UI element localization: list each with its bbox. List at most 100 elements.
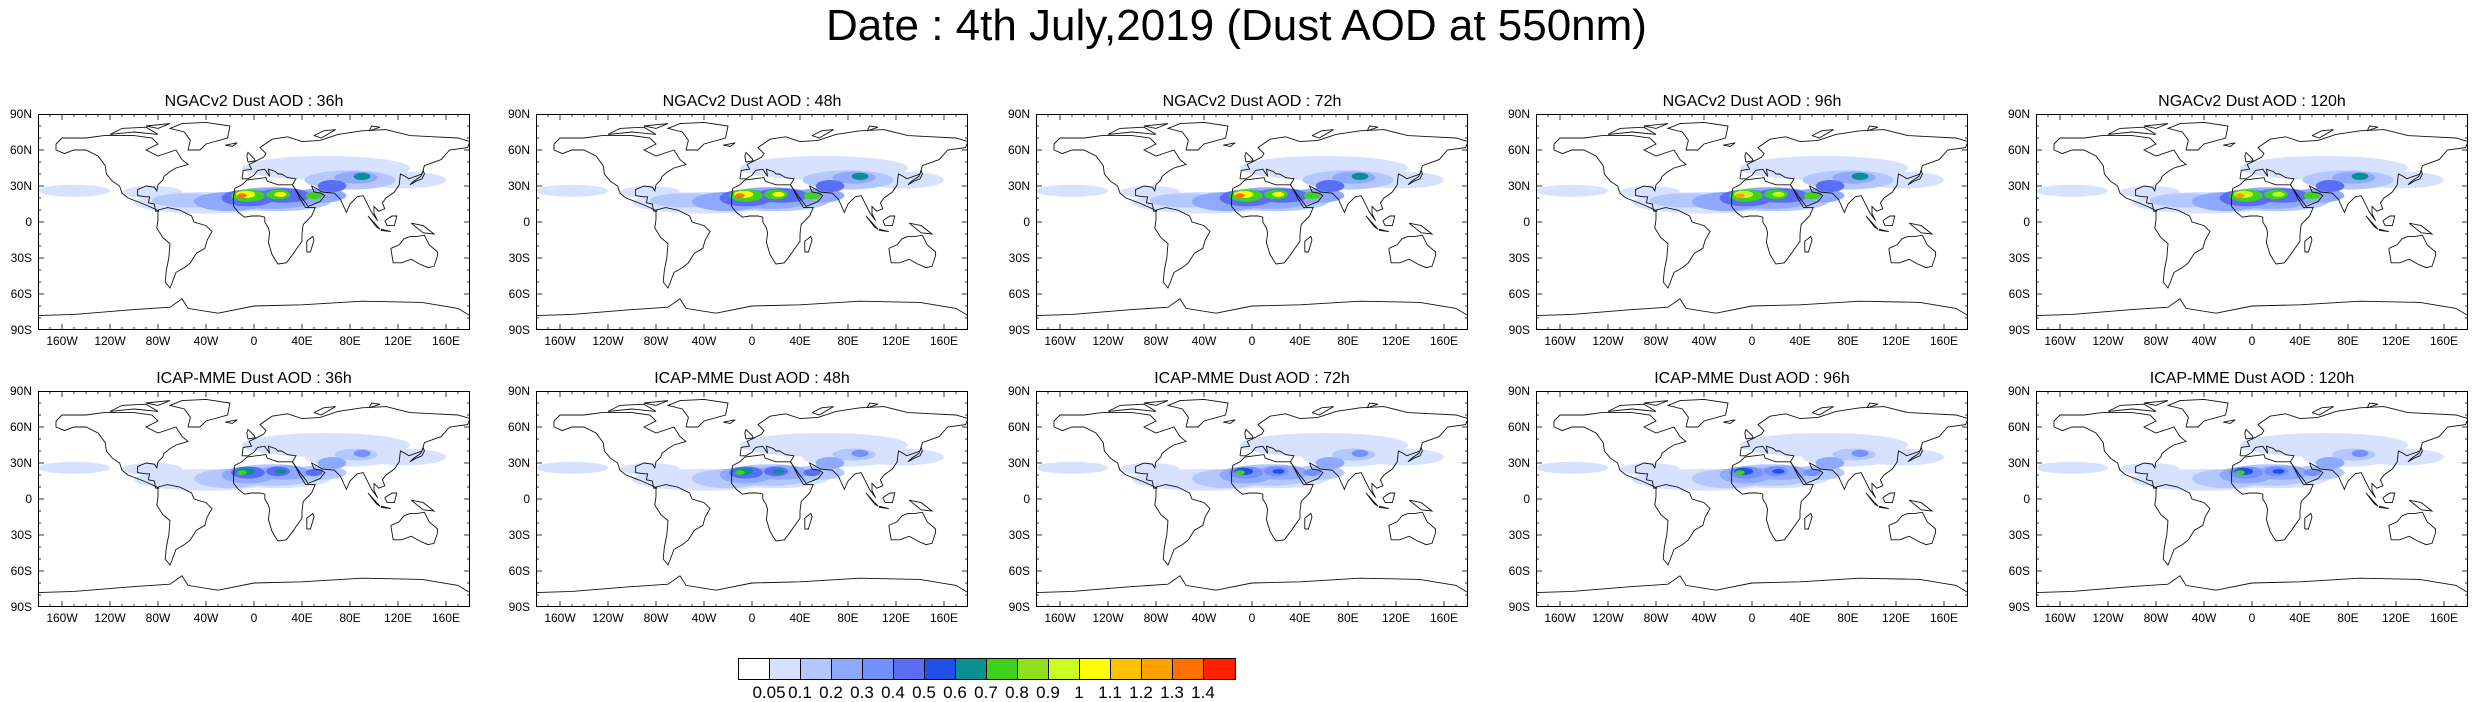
lon-tick-label: 0	[250, 334, 258, 348]
coastline	[2143, 123, 2169, 129]
lon-tick-label: 160W	[2044, 334, 2076, 348]
coastline	[1882, 215, 1896, 227]
aod-colorbar: 0.05 0.1 0.2 0.3 0.4 0.5 0.6 0.7 0.8 0.9 1 1.1 1.2 1.…	[738, 658, 1236, 702]
world-map-plot	[38, 114, 470, 330]
colorbar-label: 1	[1074, 683, 1084, 702]
world-map-plot	[2036, 114, 2468, 330]
coastline	[1408, 222, 1434, 235]
lat-tick-label: 60S	[2008, 287, 2030, 301]
coastline	[2166, 121, 2229, 151]
coastline	[2223, 419, 2236, 424]
map-ticks	[1036, 391, 1468, 607]
dust-contour	[1815, 180, 1845, 192]
lat-tick-label: 0	[2023, 215, 2030, 229]
lon-tick-label: 40E	[789, 611, 811, 625]
lon-tick-label: 80E	[339, 334, 361, 348]
coastline	[1304, 512, 1313, 530]
lat-tick-label: 60S	[508, 287, 530, 301]
panel-title: ICAP-MME Dust AOD : 36h	[156, 370, 352, 387]
dust-contour	[2235, 470, 2245, 475]
coastline	[1223, 419, 1236, 424]
dust-aod-field	[536, 156, 944, 214]
lat-tick-label: 30N	[2007, 456, 2030, 470]
dust-contour	[2272, 469, 2285, 474]
map-area	[536, 391, 968, 607]
dust-contour	[1272, 469, 1285, 474]
coastline	[1744, 428, 1754, 440]
dust-contour	[735, 470, 745, 475]
colorbar-label: 1.4	[1191, 683, 1215, 702]
coastline	[666, 121, 729, 151]
coastline	[1654, 484, 1711, 566]
lat-tick-label: 90N	[1007, 384, 1030, 398]
lon-tick-label: 80W	[1643, 334, 1669, 348]
coastline	[1666, 398, 1729, 428]
coastline	[1811, 129, 1834, 139]
lon-tick-label: 120E	[1381, 334, 1411, 348]
coastline	[313, 129, 336, 139]
coastline	[1244, 151, 1254, 163]
coastline	[731, 177, 814, 265]
map-frame	[2036, 391, 2468, 607]
coastline	[1811, 406, 1834, 416]
lon-tick-label: 80E	[1837, 334, 1859, 348]
lat-tick-label: 90S	[1508, 600, 1530, 614]
coastline	[2365, 215, 2379, 230]
coastline	[145, 400, 171, 406]
coastline	[804, 512, 813, 530]
dust-contour	[2235, 193, 2245, 198]
coastline	[2366, 402, 2379, 409]
dust-aod-field	[38, 156, 446, 214]
coastline	[739, 406, 968, 499]
lon-tick-label: 80W	[1143, 334, 1169, 348]
dust-contour	[1803, 469, 1821, 477]
lat-tick-label: 30N	[9, 179, 32, 193]
lat-tick-label: 90S	[508, 323, 530, 337]
coastline	[1154, 207, 1211, 289]
colorbar-swatch	[770, 659, 801, 679]
coastline	[2304, 235, 2313, 253]
coastline	[241, 129, 470, 222]
panel-title: NGACv2 Dust AOD : 96h	[1662, 93, 1842, 110]
lon-tick-label: 80E	[837, 334, 859, 348]
colorbar-label: 0.1	[788, 683, 812, 702]
dust-contour	[1735, 193, 1745, 198]
coastline	[1907, 169, 1923, 186]
dust-contour	[1235, 470, 1245, 475]
dust-contour	[1235, 193, 1245, 198]
lon-tick-label: 160E	[431, 334, 461, 348]
lon-tick-label: 40W	[1691, 611, 1717, 625]
lon-tick-label: 40E	[1289, 611, 1311, 625]
panel-title: NGACv2 Dust AOD : 120h	[2158, 93, 2346, 110]
dust-contour	[1351, 449, 1369, 457]
colorbar-label: 1.2	[1129, 683, 1153, 702]
lat-tick-label: 30S	[1508, 251, 1530, 265]
coastline	[654, 484, 711, 566]
dust-contour	[353, 449, 371, 457]
world-map-plot	[536, 391, 968, 607]
coastline	[1365, 215, 1379, 230]
coastline	[1378, 505, 1389, 510]
dust-contour	[2351, 449, 2369, 457]
coastline	[1907, 446, 1923, 463]
colorbar-swatch	[1173, 659, 1204, 679]
coastline	[1407, 446, 1423, 463]
map-area	[38, 114, 470, 330]
coastline	[156, 207, 213, 289]
panel-title: ICAP-MME Dust AOD : 72h	[1154, 370, 1350, 387]
map-ticks	[536, 391, 968, 607]
dust-contour	[1351, 172, 1369, 180]
lat-tick-label: 0	[25, 215, 32, 229]
map-panel: ICAP-MME Dust AOD : 36h 90N 60N 30N 0 30S 60S 9…	[0, 369, 470, 625]
lat-tick-label: 60N	[1007, 420, 1030, 434]
coastline	[811, 406, 834, 416]
coastline	[2408, 222, 2434, 235]
dust-contour	[1036, 184, 1108, 197]
dust-contour	[536, 184, 608, 197]
lon-tick-label: 40W	[691, 334, 717, 348]
coastline	[1154, 484, 1211, 566]
lon-tick-label: 160W	[1544, 611, 1576, 625]
lon-tick-label: 40E	[1789, 334, 1811, 348]
coastline	[109, 126, 159, 135]
dust-contour	[2315, 457, 2345, 469]
